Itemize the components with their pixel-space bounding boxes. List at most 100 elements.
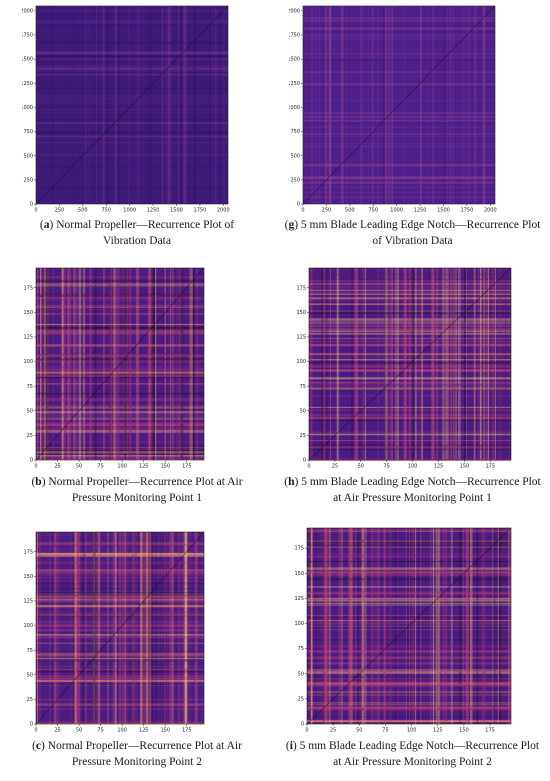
x-tick-label: 25 (330, 728, 336, 734)
y-tick-label: 750 (23, 129, 33, 135)
x-tick-label: 75 (382, 728, 388, 734)
x-tick-label: 125 (139, 464, 149, 470)
y-tick-label: 25 (27, 433, 33, 439)
y-tick-label: 500 (23, 153, 33, 159)
y-tick-label: 0 (297, 202, 300, 208)
recurrence-texture (35, 5, 229, 205)
x-tick-label: 175 (486, 464, 496, 470)
x-tick-label: 25 (332, 464, 338, 470)
x-tick-label: 125 (139, 728, 149, 734)
x-tick-label: 150 (160, 728, 170, 734)
y-tick-label: 75 (27, 648, 33, 654)
x-tick-label: 0 (34, 464, 37, 470)
y-tick-label: 50 (27, 672, 33, 678)
recurrence-texture (308, 267, 512, 462)
y-tick-label: 175 (23, 549, 33, 555)
recurrence-texture (35, 531, 205, 725)
caption-a: (a) Normal Propeller—Recurrence Plot of … (39, 219, 235, 247)
x-tick-label: 2000 (217, 208, 230, 214)
figure-b: 0 25 50 75 100 125 150 175 0 25 50 75 100 125 150 175 (… (0, 262, 275, 517)
y-tick-label: 100 (294, 621, 304, 627)
x-tick-label: 100 (117, 464, 127, 470)
y-tick-label: 1500 (22, 57, 33, 63)
y-tick-label: 25 (298, 696, 304, 702)
recurrence-plot-h: 0 25 50 75 100 125 150 175 0 25 50 75 100 125 150 175 (296, 267, 512, 470)
caption-i: (i) 5 mm Blade Leading Edge Notch—Recurr… (285, 740, 540, 768)
y-tick-label: 250 (23, 177, 33, 183)
recurrence-plot-i: 0 25 50 75 100 125 150 175 0 25 50 75 100 125 150 175 (294, 527, 512, 734)
y-tick-label: 0 (30, 722, 33, 728)
y-tick-label: 100 (23, 623, 33, 629)
y-tick-label: 75 (300, 384, 306, 390)
y-tick-label: 125 (23, 599, 33, 605)
x-tick-label: 500 (345, 208, 355, 214)
y-tick-label: 1750 (289, 33, 300, 39)
y-tick-label: 0 (301, 722, 304, 728)
x-tick-label: 100 (117, 728, 127, 734)
x-tick-label: 25 (54, 728, 60, 734)
y-tick-label: 175 (296, 285, 306, 291)
y-tick-label: 150 (294, 571, 304, 577)
x-tick-label: 175 (182, 464, 192, 470)
recurrence-plot-a: 0 250 500 750 1000 1250 1500 1750 2000 0 250 500 750… (22, 5, 230, 214)
x-tick-label: 750 (101, 208, 111, 214)
y-tick-label: 125 (294, 596, 304, 602)
figure-h: 0 25 50 75 100 125 150 175 0 25 50 75 100 125 150 175 (… (275, 262, 550, 517)
y-tick-label: 500 (290, 153, 300, 159)
y-tick-label: 1000 (289, 105, 300, 111)
recurrence-texture (306, 527, 512, 725)
caption-g: (g) 5 mm Blade Leading Edge Notch—Recurr… (284, 219, 541, 247)
caption-c: (c) Normal Propeller—Recurrence Plot at … (32, 740, 242, 768)
caption-b: (b) Normal Propeller—Recurrence Plot at … (31, 476, 243, 504)
figure-g: 0 250 500 750 1000 1250 1500 1750 2000 0 250 500 750… (275, 0, 550, 255)
x-tick-label: 25 (54, 464, 60, 470)
x-tick-label: 1250 (414, 208, 427, 214)
recurrence-texture (302, 5, 496, 205)
x-tick-label: 100 (408, 464, 418, 470)
y-tick-label: 125 (296, 335, 306, 341)
x-tick-label: 250 (322, 208, 332, 214)
y-tick-label: 0 (30, 202, 33, 208)
x-tick-label: 175 (182, 728, 192, 734)
x-tick-label: 50 (356, 728, 362, 734)
y-tick-label: 2000 (22, 8, 33, 14)
x-tick-label: 2000 (484, 208, 497, 214)
y-tick-label: 750 (290, 129, 300, 135)
y-tick-label: 125 (23, 335, 33, 341)
x-tick-label: 1750 (461, 208, 474, 214)
y-tick-label: 250 (290, 177, 300, 183)
y-tick-label: 150 (296, 310, 306, 316)
recurrence-plot-c: 0 25 50 75 100 125 150 175 0 25 50 75 100 125 150 175 (23, 531, 205, 734)
y-tick-label: 150 (23, 310, 33, 316)
x-tick-label: 1500 (437, 208, 450, 214)
y-tick-label: 75 (298, 646, 304, 652)
figure-i: 0 25 50 75 100 125 150 175 0 25 50 75 100 125 150 175 (… (275, 526, 550, 781)
x-tick-label: 250 (55, 208, 65, 214)
y-tick-label: 1750 (22, 33, 33, 39)
y-tick-label: 175 (294, 546, 304, 552)
y-tick-label: 0 (30, 458, 33, 464)
x-tick-label: 50 (358, 464, 364, 470)
y-tick-label: 1250 (289, 81, 300, 87)
x-tick-label: 0 (34, 208, 37, 214)
x-tick-label: 1000 (123, 208, 136, 214)
x-tick-label: 1000 (390, 208, 403, 214)
figure-a: 0 250 500 750 1000 1250 1500 1750 2000 0 250 500 750… (0, 0, 275, 255)
y-tick-label: 25 (27, 697, 33, 703)
x-tick-label: 50 (76, 464, 82, 470)
x-tick-label: 150 (460, 464, 470, 470)
x-tick-label: 0 (301, 208, 304, 214)
x-tick-label: 0 (307, 464, 310, 470)
x-tick-label: 150 (160, 464, 170, 470)
y-tick-label: 175 (23, 285, 33, 291)
recurrence-texture (35, 267, 205, 461)
y-tick-label: 75 (27, 384, 33, 390)
caption-h: (h) 5 mm Blade Leading Edge Notch—Recurr… (284, 476, 541, 504)
y-tick-label: 150 (23, 574, 33, 580)
x-tick-label: 150 (459, 728, 469, 734)
y-tick-label: 100 (296, 359, 306, 365)
x-tick-label: 125 (433, 728, 443, 734)
figure-c: 0 25 50 75 100 125 150 175 0 25 50 75 100 125 150 175 (… (0, 526, 275, 781)
y-tick-label: 1500 (289, 57, 300, 63)
x-tick-label: 125 (434, 464, 444, 470)
